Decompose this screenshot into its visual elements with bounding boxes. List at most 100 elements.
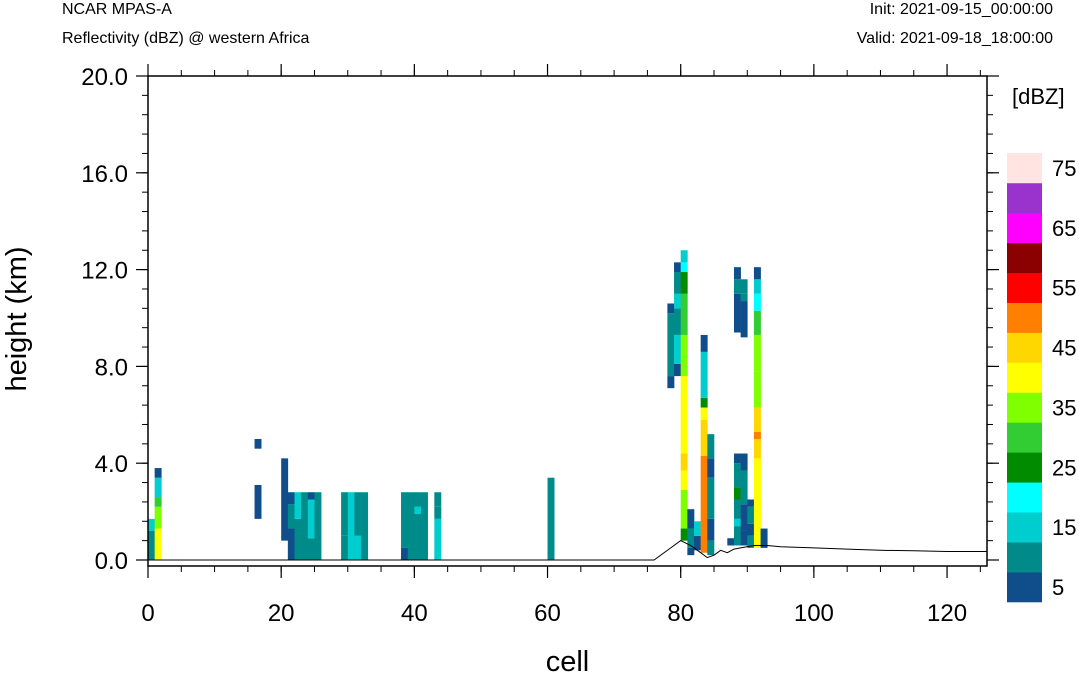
- reflectivity-cell: [361, 492, 369, 560]
- colorbar-swatch: [1007, 182, 1042, 214]
- reflectivity-cell: [694, 521, 701, 536]
- reflectivity-cell: [680, 489, 688, 529]
- colorbar-swatch: [1007, 422, 1042, 453]
- reflectivity-cell: [341, 492, 349, 536]
- colorbar-label: 75: [1052, 156, 1076, 181]
- reflectivity-cell: [694, 535, 701, 551]
- reflectivity-cell: [747, 523, 755, 536]
- reflectivity-cell: [254, 439, 262, 449]
- colorbar-units: [dBZ]: [1012, 84, 1065, 109]
- reflectivity-cell: [707, 477, 715, 519]
- reflectivity-cell: [700, 397, 708, 408]
- reflectivity-cell: [740, 504, 748, 531]
- colorbar-label: 15: [1052, 515, 1076, 540]
- reflectivity-cell: [727, 538, 735, 546]
- reflectivity-cell: [753, 439, 761, 459]
- reflectivity-cell: [740, 301, 748, 338]
- reflectivity-cell: [680, 293, 688, 335]
- reflectivity-cell: [753, 334, 761, 372]
- valid-time: Valid: 2021-09-18_18:00:00: [856, 30, 1053, 47]
- colorbar-labels: 5 15 25 35 45 55 65 75: [1052, 156, 1076, 600]
- y-tick-label: 12.0: [81, 258, 128, 285]
- reflectivity-cell: [700, 334, 708, 352]
- reflectivity-cell: [294, 492, 302, 519]
- reflectivity-cell: [753, 293, 761, 311]
- reflectivity-cell: [421, 492, 428, 560]
- reflectivity-cell: [733, 293, 741, 333]
- reflectivity-cell: [753, 407, 761, 432]
- reflectivity-cell: [753, 431, 761, 439]
- reflectivity-cell: [707, 458, 715, 478]
- reflectivity-cell: [414, 514, 422, 560]
- reflectivity-cell: [733, 267, 741, 280]
- reflectivity-cell: [667, 376, 675, 389]
- reflectivity-cell: [307, 492, 315, 500]
- reflectivity-cell: [674, 262, 681, 273]
- reflectivity-cell: [753, 267, 761, 280]
- reflectivity-cell: [307, 538, 315, 560]
- reflectivity-cell: [674, 272, 681, 294]
- colorbar-swatch: [1007, 512, 1042, 543]
- colorbar-label: 5: [1052, 575, 1064, 600]
- y-tick-label: 20.0: [81, 64, 128, 91]
- reflectivity-cell: [434, 506, 442, 519]
- colorbar-label: 25: [1052, 455, 1076, 480]
- reflectivity-cell: [740, 293, 748, 302]
- x-axis-title: cell: [546, 646, 590, 677]
- colorbar-swatch: [1007, 153, 1042, 184]
- reflectivity-cell: [707, 518, 715, 541]
- x-tick-label: 60: [534, 600, 561, 627]
- x-tick-label: 80: [667, 600, 694, 627]
- reflectivity-cell: [154, 468, 162, 478]
- colorbar-swatch: [1007, 392, 1042, 423]
- reflectivity-cell: [740, 530, 748, 546]
- colorbar: [1007, 153, 1042, 603]
- colorbar-swatch: [1007, 572, 1042, 603]
- reflectivity-cell: [414, 506, 422, 515]
- colorbar-label: 65: [1052, 216, 1076, 241]
- reflectivity-cell: [674, 363, 681, 377]
- reflectivity-cell: [707, 434, 715, 459]
- plot-area: [148, 250, 768, 560]
- reflectivity-cell: [401, 492, 408, 548]
- terrain-surface-line: [148, 540, 987, 561]
- colorbar-swatch: [1007, 362, 1042, 393]
- reflectivity-cell: [733, 279, 741, 294]
- reflectivity-cell: [401, 547, 408, 560]
- reflectivity-cell: [674, 293, 681, 309]
- reflectivity-cell: [148, 530, 155, 560]
- reflectivity-cell: [314, 492, 322, 560]
- reflectivity-cell: [680, 453, 688, 471]
- reflectivity-cell: [680, 528, 688, 541]
- y-tick-label: 4.0: [95, 451, 128, 478]
- reflectivity-cell: [354, 535, 362, 560]
- reflectivity-cell: [148, 518, 155, 531]
- reflectivity-cell: [407, 492, 415, 560]
- reflectivity-cell: [747, 506, 755, 524]
- reflectivity-cell: [747, 535, 755, 548]
- colorbar-swatch: [1007, 212, 1042, 244]
- x-tick-label: 20: [268, 600, 295, 627]
- reflectivity-cell: [733, 453, 741, 464]
- reflectivity-cell: [700, 407, 708, 420]
- reflectivity-cell: [733, 463, 741, 488]
- plot-frame: [147, 75, 988, 567]
- field-title: Reflectivity (dBZ) @ western Africa: [62, 30, 310, 47]
- x-tick-label: 120: [927, 600, 967, 627]
- x-tick-labels: 0 20 40 60 80 100 120: [141, 600, 967, 627]
- reflectivity-cell: [547, 477, 555, 560]
- y-tick-labels: 0.0 4.0 8.0 12.0 16.0 20.0: [81, 64, 128, 575]
- init-time: Init: 2021-09-15_00:00:00: [869, 1, 1053, 18]
- reflectivity-cell: [287, 528, 295, 560]
- x-tick-label: 100: [794, 600, 834, 627]
- y-tick-label: 16.0: [81, 161, 128, 188]
- reflectivity-cell: [301, 492, 309, 560]
- reflectivity-cell: [674, 308, 681, 335]
- colorbar-swatch: [1007, 272, 1042, 303]
- terrain-line: [148, 540, 987, 561]
- reflectivity-cell: [341, 535, 349, 560]
- reflectivity-cell: [680, 272, 688, 294]
- reflectivity-cell: [347, 492, 355, 560]
- reflectivity-cell: [294, 518, 302, 560]
- reflectivity-cell: [667, 313, 675, 377]
